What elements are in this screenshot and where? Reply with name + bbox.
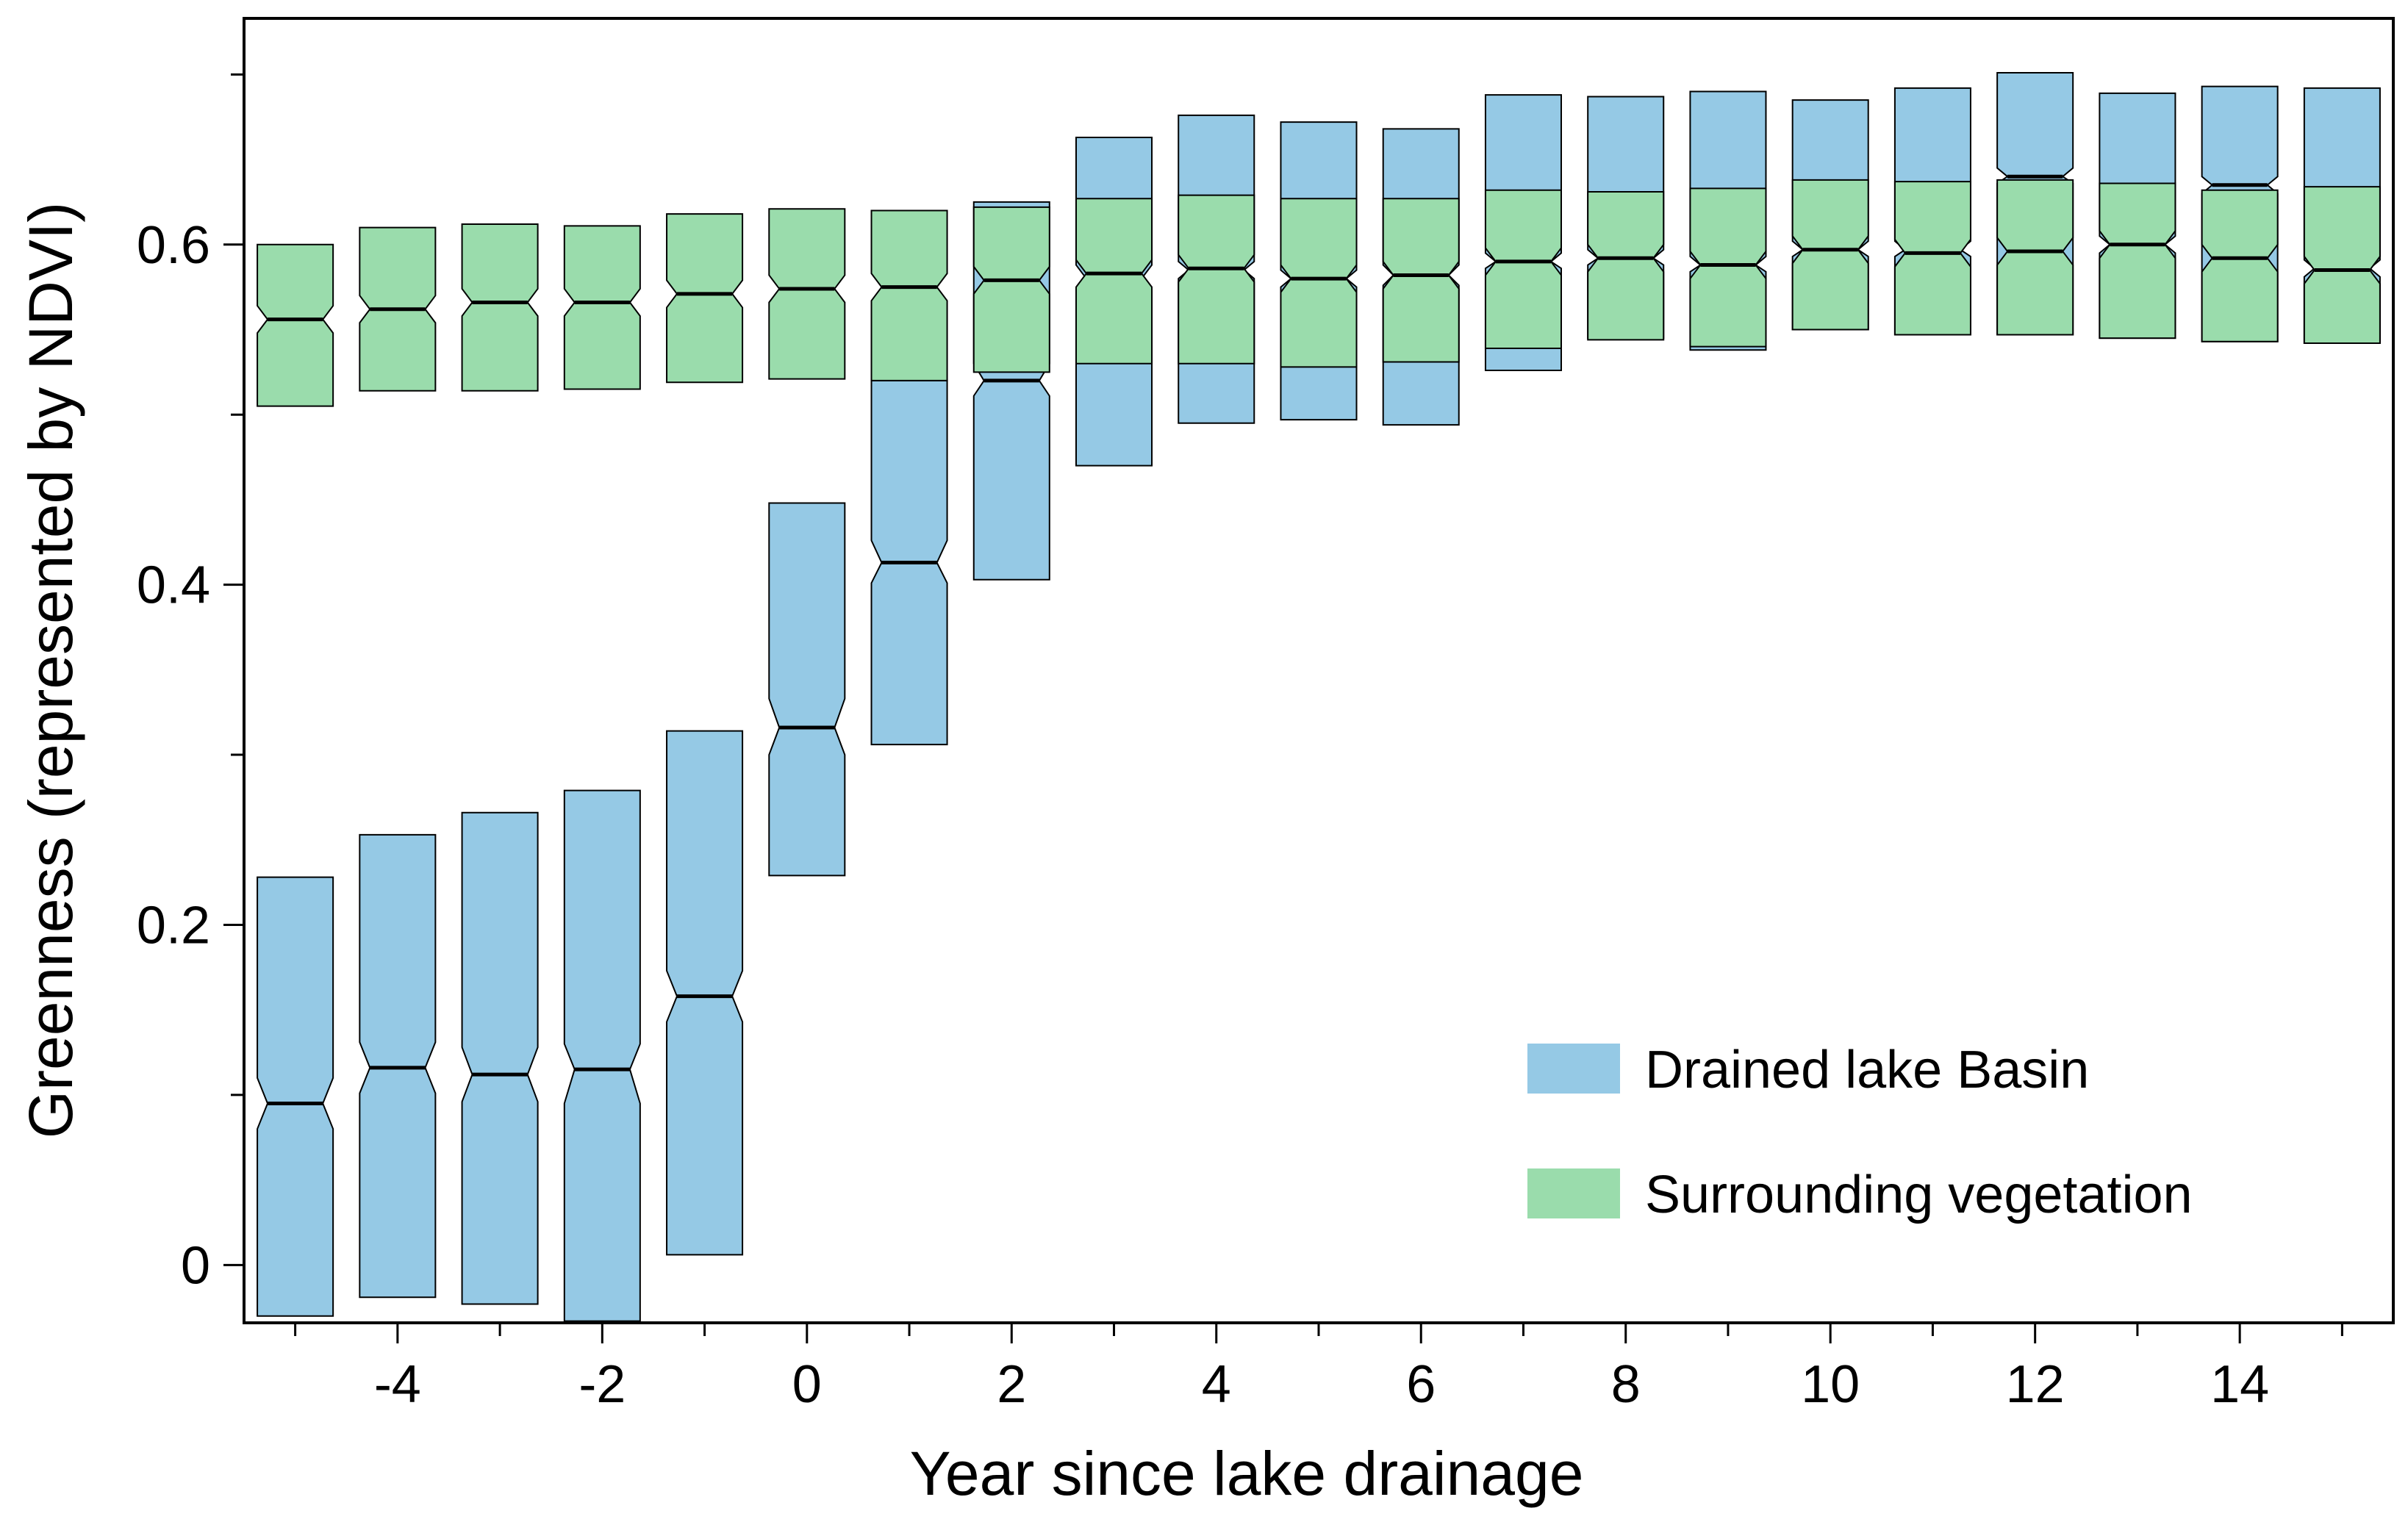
x-tick-label-12: 12 <box>2006 1355 2065 1414</box>
y-tick-label-0: 0 <box>181 1236 210 1295</box>
y-tick-label-0.6: 0.6 <box>137 216 210 275</box>
y-tick-label-0.4: 0.4 <box>137 556 210 615</box>
box-surrounding-vegetation-year-15 <box>2303 186 2381 345</box>
box-surrounding-vegetation-year--2 <box>563 225 641 390</box>
box-surrounding-vegetation-year-6 <box>1382 198 1460 363</box>
box-surrounding-vegetation-year-2 <box>972 206 1050 373</box>
legend-label-drained-lake-basin: Drained lake Basin <box>1645 1041 2089 1099</box>
box-surrounding-vegetation-year-4 <box>1178 194 1255 365</box>
x-axis-title: Year since lake drainage <box>910 1439 1584 1508</box>
x-tick-label--2: -2 <box>578 1355 626 1414</box>
box-surrounding-vegetation-year-5 <box>1280 198 1358 368</box>
x-tick-label-2: 2 <box>997 1355 1026 1414</box>
box-surrounding-vegetation-year-11 <box>1893 181 1971 336</box>
x-tick-label-0: 0 <box>792 1355 822 1414</box>
box-surrounding-vegetation-year--3 <box>461 223 539 392</box>
legend: Drained lake Basin Surrounding vegetatio… <box>1527 1041 2193 1224</box>
box-surrounding-vegetation-year-0 <box>768 208 846 380</box>
axes-layer: -4 -2 0 2 4 6 8 10 12 14 0 0.2 0.4 0.6 <box>137 73 2343 1414</box>
y-axis-title: Greenness (represented by NDVI) <box>16 202 85 1139</box>
box-drained-lake-basin-year--3 <box>461 811 539 1305</box>
boxes-layer <box>257 72 2381 1322</box>
box-surrounding-vegetation-year-1 <box>870 209 948 381</box>
box-surrounding-vegetation-year-8 <box>1587 191 1665 341</box>
legend-swatch-surrounding-vegetation <box>1527 1168 1620 1218</box>
x-tick-label-10: 10 <box>1801 1355 1860 1414</box>
x-tick-label--4: -4 <box>374 1355 421 1414</box>
legend-swatch-drained-lake-basin <box>1527 1044 1620 1094</box>
x-tick-label-8: 8 <box>1611 1355 1641 1414</box>
x-tick-label-6: 6 <box>1406 1355 1436 1414</box>
box-drained-lake-basin-year-0 <box>768 502 846 877</box>
box-surrounding-vegetation-year-9 <box>1689 187 1767 348</box>
box-surrounding-vegetation-year-14 <box>2201 189 2279 342</box>
y-tick-label-0.2: 0.2 <box>137 896 210 955</box>
box-surrounding-vegetation-year-10 <box>1791 179 1869 331</box>
x-tick-label-4: 4 <box>1202 1355 1231 1414</box>
box-drained-lake-basin-year--2 <box>563 789 641 1322</box>
legend-label-surrounding-vegetation: Surrounding vegetation <box>1645 1166 2193 1224</box>
box-surrounding-vegetation-year-3 <box>1075 198 1153 365</box>
box-surrounding-vegetation-year-7 <box>1484 189 1562 349</box>
box-surrounding-vegetation-year-13 <box>2099 182 2176 340</box>
box-surrounding-vegetation-year--1 <box>666 213 744 384</box>
box-drained-lake-basin-year--1 <box>666 730 744 1256</box>
x-tick-label-14: 14 <box>2210 1355 2269 1414</box>
box-surrounding-vegetation-year-12 <box>1996 179 2074 336</box>
box-drained-lake-basin-year--5 <box>257 876 334 1317</box>
box-surrounding-vegetation-year--5 <box>257 243 334 407</box>
